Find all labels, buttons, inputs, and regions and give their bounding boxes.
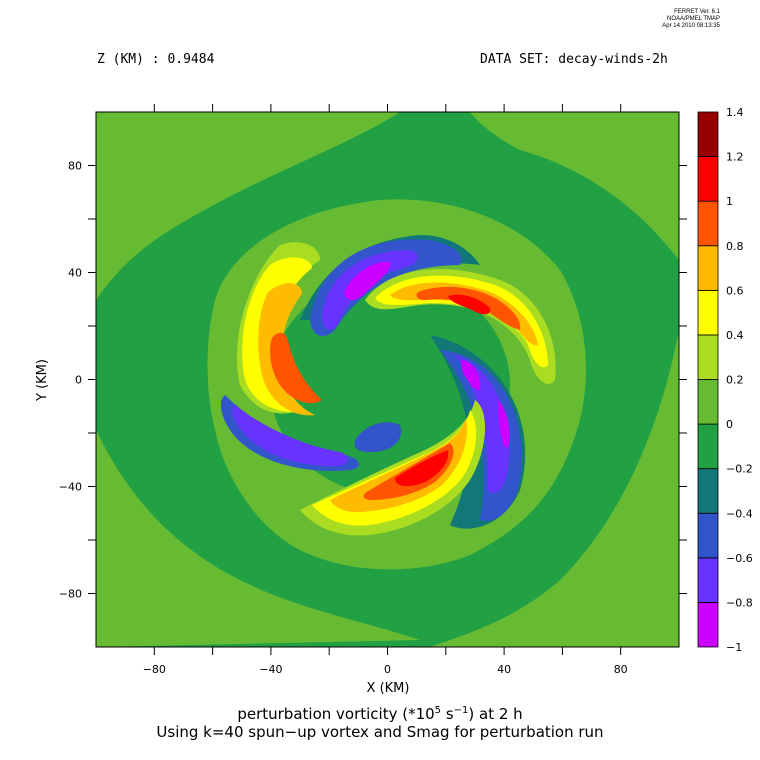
stamp-line-3: Apr 14 2010 08:13:35	[662, 23, 720, 29]
colorbar-label: 0.2	[726, 374, 744, 387]
title-part-1: perturbation vorticity (*10	[237, 705, 435, 723]
colorbar-label: 0.6	[726, 284, 744, 297]
colorbar-label: −0.6	[726, 552, 753, 565]
colorbar-label: 0	[726, 418, 733, 431]
band-magenta-3	[498, 400, 510, 448]
band-blue-4	[354, 422, 402, 453]
z-level-label: Z (KM) : 0.9484	[97, 52, 215, 67]
x-tick-label: −80	[143, 663, 166, 676]
title-part-2: s	[441, 705, 454, 723]
colorbar-label: 1.2	[726, 151, 744, 164]
title-superscript-1: 5	[434, 705, 442, 716]
arm3-red	[395, 450, 449, 487]
y-tick-label: 0	[75, 374, 82, 387]
x-tick-label: −40	[259, 663, 282, 676]
arm2-orange	[258, 283, 315, 416]
colorbar-label: 0.4	[726, 329, 744, 342]
colorbar-label: 0.8	[726, 240, 744, 253]
colorbar-label: −0.8	[726, 596, 753, 609]
arm2-yellow	[242, 257, 312, 412]
band-magenta-1	[344, 261, 391, 301]
colorbar-swatch	[697, 602, 719, 648]
y-tick-label: 80	[68, 160, 82, 173]
colorbar-swatch	[697, 111, 719, 157]
axis-tick-labels: −80 −40 0 40 80 −80 −40 0 40 80	[59, 160, 628, 677]
colorbar-label: 1.4	[726, 106, 744, 119]
band-violet-3	[232, 405, 348, 467]
y-tick-label: 40	[68, 267, 82, 280]
colorbar-label: 1	[726, 195, 733, 208]
colorbar-swatch	[697, 468, 719, 514]
colorbar-swatch	[697, 557, 719, 603]
y-tick-label: −40	[59, 481, 82, 494]
colorbar-swatch	[697, 334, 719, 380]
band-light-green-1	[96, 112, 400, 300]
colorbar-swatch	[697, 289, 719, 336]
ferret-stamp: FERRET Ver. 6.1 NOAA/PMEL TMAP Apr 14 20…	[600, 9, 720, 30]
arm3-orange	[330, 418, 467, 513]
band-blue-1	[310, 239, 462, 336]
dataset-label: DATA SET: decay-winds-2h	[480, 52, 668, 67]
title-part-3: ) at 2 h	[468, 705, 523, 723]
arm2-red-orange	[270, 332, 322, 404]
x-tick-label: 0	[384, 663, 391, 676]
colorbar-label: −0.4	[726, 507, 753, 520]
arm1-red	[448, 294, 491, 315]
chart-subtitle: Using k=40 spun−up vortex and Smag for p…	[156, 723, 604, 741]
band-magenta-2	[462, 360, 481, 391]
arm1-red-orange	[416, 286, 521, 330]
band-light-green-3	[96, 430, 420, 647]
colorbar-swatch	[697, 245, 719, 291]
x-tick-label: 80	[614, 663, 628, 676]
x-tick-label: 40	[497, 663, 511, 676]
colorbar	[697, 111, 719, 648]
y-axis-label: Y (KM)	[35, 359, 50, 402]
axis-ticks	[88, 104, 687, 655]
title-superscript-2: −1	[453, 705, 469, 716]
band-light-green-2	[470, 112, 679, 260]
colorbar-label: −1	[726, 641, 742, 654]
band-violet-1	[322, 250, 418, 330]
vorticity-field	[96, 112, 679, 647]
colorbar-swatch	[697, 512, 719, 559]
colorbar-swatch	[697, 156, 719, 202]
colorbar-swatch	[697, 200, 719, 247]
colorbar-swatch	[697, 379, 719, 425]
x-axis-label: X (KM)	[367, 681, 410, 696]
stamp-line-2: NOAA/PMEL TMAP	[666, 16, 720, 22]
colorbar-label: −0.2	[726, 463, 753, 476]
y-tick-label: −80	[59, 588, 82, 601]
band-light-green-4	[430, 330, 679, 647]
band-violet-2	[455, 355, 510, 494]
chart-title: perturbation vorticity (*105 s−1) at 2 h	[0, 705, 760, 723]
colorbar-labels: −1 −0.8 −0.6 −0.4 −0.2 0 0.2 0.4 0.6 0.8 1 1.2 1.4	[726, 106, 753, 654]
stamp-line-1: FERRET Ver. 6.1	[674, 9, 720, 15]
colorbar-swatch	[697, 423, 719, 470]
